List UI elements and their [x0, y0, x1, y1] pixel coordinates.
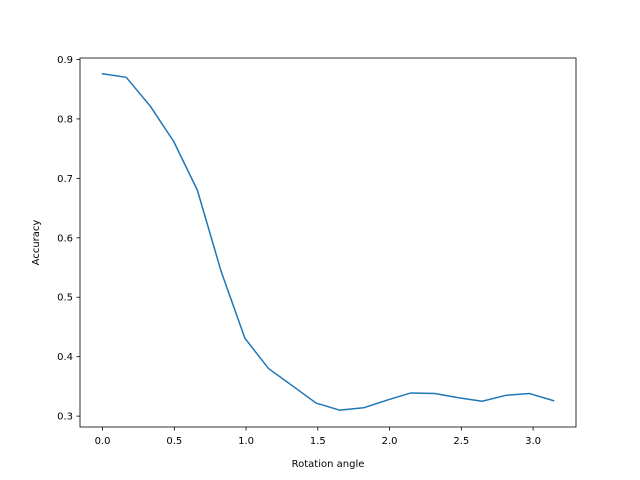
y-tick-label: 0.3 — [57, 412, 73, 423]
series-line — [101, 72, 555, 411]
x-tick-label: 2.0 — [382, 436, 398, 447]
y-tick-label: 0.4 — [57, 352, 73, 363]
x-axis-ticks: 0.0 0.5 1.0 1.5 2.0 2.5 3.0 — [95, 427, 541, 447]
series-layer — [101, 72, 555, 411]
y-tick-label: 0.8 — [57, 114, 73, 125]
y-tick-label: 0.7 — [57, 174, 73, 185]
x-tick-label: 1.0 — [238, 436, 254, 447]
y-axis-label: Accuracy — [31, 220, 42, 266]
x-tick-label: 0.5 — [166, 436, 182, 447]
x-tick-label: 0.0 — [95, 436, 111, 447]
x-tick-label: 1.5 — [310, 436, 326, 447]
x-tick-label: 3.0 — [525, 436, 541, 447]
x-tick-label: 2.5 — [453, 436, 469, 447]
y-tick-label: 0.5 — [57, 293, 73, 304]
x-axis-label: Rotation angle — [292, 459, 365, 470]
y-tick-label: 0.9 — [57, 55, 73, 66]
plot-frame — [79, 57, 577, 428]
y-tick-label: 0.6 — [57, 233, 73, 244]
y-axis-ticks: 0.3 0.4 0.5 0.6 0.7 0.8 0.9 — [57, 55, 80, 423]
